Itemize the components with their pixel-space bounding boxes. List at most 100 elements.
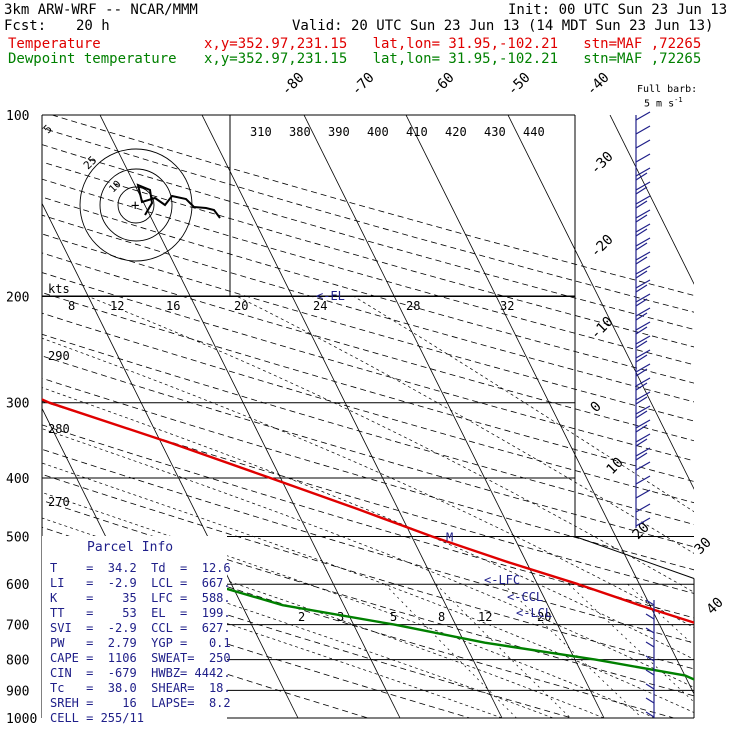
hodo-axis-label: 12 bbox=[110, 299, 124, 313]
mixing-ratio-label: 12 bbox=[478, 610, 492, 624]
adiabat-label: 280 bbox=[48, 422, 70, 436]
marker-m: M bbox=[446, 530, 453, 544]
isotherm-label: 30 bbox=[692, 535, 715, 558]
hodo-ring-label: 5 bbox=[41, 122, 55, 136]
pressure-label-900: 900 bbox=[6, 684, 29, 699]
theta-label: 430 bbox=[484, 125, 506, 139]
wind-barb bbox=[635, 181, 651, 191]
wind-barb bbox=[635, 125, 651, 135]
wind-barb bbox=[635, 153, 651, 163]
wind-barb bbox=[635, 293, 651, 303]
model-title: 3km ARW-WRF -- NCAR/MMM bbox=[4, 2, 198, 18]
hodo-axis-label: 8 bbox=[68, 299, 75, 313]
wind-barb bbox=[635, 349, 651, 359]
moist-adiabat-line bbox=[237, 296, 694, 554]
wind-barb bbox=[635, 517, 651, 527]
moist-adiabat-line bbox=[42, 428, 694, 688]
mixing-ratio-line bbox=[384, 583, 517, 719]
pressure-label-800: 800 bbox=[6, 654, 29, 669]
pressure-label-100: 100 bbox=[6, 109, 29, 124]
wind-barb-flag bbox=[635, 200, 648, 209]
isotherm-label: -50 bbox=[505, 70, 534, 99]
wind-barb-flag bbox=[635, 354, 648, 363]
forecast-hour: 20 h bbox=[76, 18, 110, 34]
wind-barb-flag bbox=[635, 340, 648, 349]
theta-label: 400 bbox=[367, 125, 389, 139]
theta-label: 440 bbox=[523, 125, 545, 139]
hodo-axis-label: 16 bbox=[166, 299, 180, 313]
pressure-label-1000: 1000 bbox=[6, 712, 37, 727]
parcel-row: CAPE = 1106 SWEAT= 250 bbox=[50, 651, 231, 665]
wind-barb bbox=[635, 111, 651, 121]
wind-barb bbox=[635, 377, 651, 387]
right-diagonal bbox=[574, 536, 695, 579]
isotherm-line bbox=[42, 202, 299, 719]
isotherm-label: -40 bbox=[584, 70, 613, 99]
wind-barb-flag bbox=[635, 326, 648, 335]
moist-adiabat-line bbox=[42, 492, 656, 719]
wind-barb-flag bbox=[635, 312, 648, 321]
wind-barb bbox=[635, 419, 651, 429]
wind-barb-flag bbox=[635, 228, 648, 237]
hodo-ring-label: 10 bbox=[107, 179, 123, 195]
hodo-trace bbox=[136, 183, 221, 219]
hodo-axis-label: 28 bbox=[406, 299, 420, 313]
wind-barb bbox=[635, 321, 651, 331]
theta-label: 420 bbox=[445, 125, 467, 139]
wind-barb-flag bbox=[635, 270, 648, 279]
dewpoint-location: x,y=352.97,231.15 lat,lon= 31.95,-102.21… bbox=[204, 51, 702, 67]
isotherm-line bbox=[712, 115, 740, 718]
parcel-info-title: Parcel Info bbox=[87, 540, 174, 555]
hodo-ring-center bbox=[99, 168, 173, 242]
wind-barb bbox=[645, 641, 655, 648]
wind-barb-flag bbox=[635, 410, 648, 419]
wind-barb bbox=[635, 237, 651, 247]
wind-barb bbox=[635, 335, 651, 345]
valid-time: Valid: 20 UTC Sun 23 Jun 13 (14 MDT Sun … bbox=[292, 18, 714, 34]
wind-barb-flag bbox=[635, 284, 648, 293]
isotherm-label: -20 bbox=[588, 232, 617, 261]
isotherm-line bbox=[303, 115, 605, 719]
wind-barb-flag bbox=[635, 256, 648, 265]
wind-barb bbox=[635, 503, 651, 513]
marker-lcl: <-LCL bbox=[516, 606, 552, 620]
dry-adiabat-line bbox=[42, 400, 694, 594]
mixing-ratio-label: 8 bbox=[438, 610, 445, 624]
parcel-row: PW = 2.79 YGP = 0.1 bbox=[50, 636, 231, 650]
parcel-row: SVI = -2.9 CCL = 627. bbox=[50, 621, 231, 635]
hodo-origin: + bbox=[131, 198, 139, 214]
isotherm-line bbox=[609, 115, 694, 285]
wind-barb bbox=[645, 599, 655, 606]
adiabat-label: 270 bbox=[48, 495, 70, 509]
mixing-ratio-label: 2 bbox=[298, 610, 305, 624]
dry-adiabat-line bbox=[42, 233, 694, 422]
hodo-axis-label: kts bbox=[48, 282, 70, 296]
wind-barb bbox=[645, 711, 655, 718]
marker-lfc: <-LFC bbox=[484, 573, 520, 587]
parcel-row: LI = -2.9 LCL = 667. bbox=[50, 576, 231, 590]
forecast-label: Fcst: bbox=[4, 18, 47, 34]
wind-barb-flag bbox=[635, 242, 648, 251]
wind-barb bbox=[635, 167, 651, 177]
dry-adiabat-line bbox=[42, 272, 694, 462]
parcel-row: CIN = -679 HWBZ= 4442. bbox=[50, 666, 231, 680]
parcel-row: Tc = 38.0 SHEAR= 18. bbox=[50, 681, 231, 695]
pressure-label-600: 600 bbox=[6, 578, 29, 593]
temperature-trace bbox=[42, 398, 694, 624]
wind-barb-flag bbox=[635, 172, 648, 181]
sounding-traces bbox=[42, 398, 694, 681]
wind-barb-flag bbox=[635, 368, 648, 377]
hodo-ring-label: 25 bbox=[81, 154, 100, 173]
dry-adiabat-line bbox=[42, 377, 694, 571]
parcel-row: T = 34.2 Td = 12.6 bbox=[50, 561, 231, 575]
wind-barb bbox=[635, 433, 651, 443]
pressure-label-400: 400 bbox=[6, 472, 29, 487]
isotherm-label: -70 bbox=[349, 70, 378, 99]
wind-barb bbox=[645, 669, 655, 676]
isotherm-label: 40 bbox=[704, 595, 727, 618]
init-time: Init: 00 UTC Sun 23 Jun 13 bbox=[508, 2, 728, 18]
wind-barb bbox=[635, 363, 651, 373]
hodo-axis-label: 32 bbox=[500, 299, 514, 313]
wind-barb-flag bbox=[635, 396, 648, 405]
adiabat-label: 290 bbox=[48, 349, 70, 363]
